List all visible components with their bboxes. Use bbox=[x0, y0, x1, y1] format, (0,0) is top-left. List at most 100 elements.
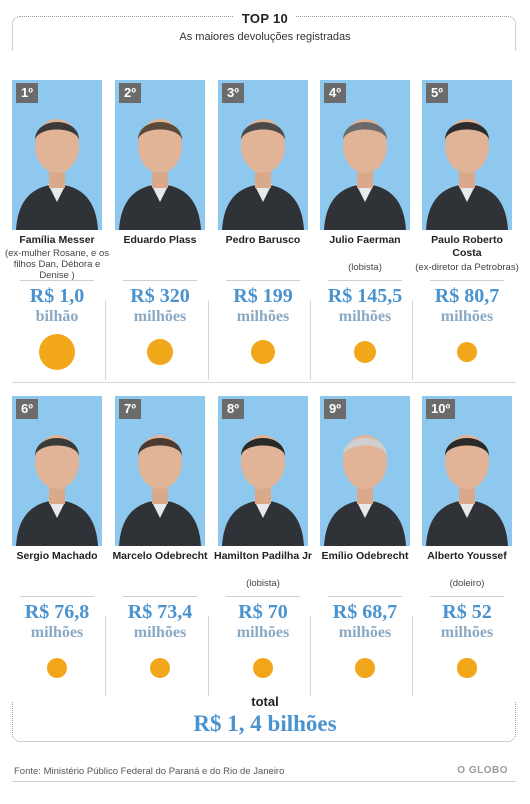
card-divider bbox=[123, 280, 197, 281]
amount-unit: milhões bbox=[236, 624, 290, 641]
rank-badge: 4º bbox=[324, 83, 346, 103]
rank-badge: 6º bbox=[16, 399, 38, 419]
amount-bubble bbox=[251, 340, 275, 364]
person-note: (lobista) bbox=[348, 262, 382, 273]
person-name: Alberto Youssef bbox=[427, 550, 507, 562]
ranking-card: 1º Família Messer (ex-mulher Rosane, e os … bbox=[5, 80, 109, 380]
amount-unit: milhões bbox=[30, 624, 84, 641]
rank-badge: 10º bbox=[426, 399, 456, 419]
amount-bubble bbox=[253, 658, 273, 678]
amount-value: R$ 52 bbox=[442, 601, 492, 623]
person-name: Sergio Machado bbox=[16, 550, 98, 562]
page-title: TOP 10 bbox=[0, 11, 530, 26]
person-name: Julio Faerman bbox=[329, 234, 401, 246]
portrait-photo bbox=[422, 396, 512, 546]
card-divider bbox=[430, 596, 504, 597]
amount-value: R$ 73,4 bbox=[127, 601, 193, 623]
portrait-photo bbox=[218, 396, 308, 546]
total-label: total bbox=[0, 694, 530, 709]
column-divider bbox=[310, 616, 311, 696]
publisher-logo: O GLOBO bbox=[457, 765, 508, 776]
amount-unit: milhões bbox=[440, 624, 494, 641]
amount-unit: milhões bbox=[133, 624, 187, 641]
rank-badge: 7º bbox=[119, 399, 141, 419]
person-name: Família Messer bbox=[19, 234, 95, 246]
footer-divider bbox=[12, 781, 516, 782]
person-name: Pedro Barusco bbox=[225, 234, 301, 246]
rank-badge: 8º bbox=[222, 399, 244, 419]
person-name: Paulo Roberto Costa bbox=[431, 234, 503, 259]
portrait-photo bbox=[218, 80, 308, 230]
column-divider bbox=[310, 300, 311, 380]
total-value: R$ 1, 4 bilhões bbox=[193, 711, 337, 736]
person-note: (doleiro) bbox=[449, 578, 485, 589]
amount-value: R$ 199 bbox=[233, 285, 293, 307]
source-note: Fonte: Ministério Público Federal do Par… bbox=[14, 766, 285, 777]
person-name: Emílio Odebrecht bbox=[321, 550, 409, 562]
card-divider bbox=[328, 280, 402, 281]
card-divider bbox=[20, 280, 94, 281]
amount-value: R$ 320 bbox=[130, 285, 190, 307]
amount-value: R$ 1,0 bbox=[29, 285, 85, 307]
amount-unit: bilhão bbox=[35, 308, 79, 325]
amount-unit: milhões bbox=[236, 308, 290, 325]
ranking-card: 6º Sergio Machado R$ 76,8 milhões bbox=[12, 396, 102, 696]
amount-bubble bbox=[355, 658, 375, 678]
ranking-card: 3º Pedro Barusco R$ 199 milhões bbox=[218, 80, 308, 380]
person-note: (lobista) bbox=[246, 578, 280, 589]
person-note: (ex-diretor da Petrobras) bbox=[415, 262, 519, 273]
amount-unit: milhões bbox=[338, 624, 392, 641]
amount-value: R$ 68,7 bbox=[332, 601, 398, 623]
ranking-card: 4º Julio Faerman (lobista) R$ 145,5 milhões bbox=[320, 80, 410, 380]
portrait-photo bbox=[12, 396, 102, 546]
person-name: Marcelo Odebrecht bbox=[112, 550, 208, 562]
total-frame bbox=[12, 702, 516, 742]
rank-badge: 1º bbox=[16, 83, 38, 103]
amount-bubble bbox=[457, 658, 477, 678]
column-divider bbox=[105, 616, 106, 696]
page-subtitle: As maiores devoluções registradas bbox=[179, 31, 351, 43]
rank-badge: 5º bbox=[426, 83, 448, 103]
amount-bubble bbox=[456, 341, 478, 363]
amount-bubble bbox=[39, 334, 75, 370]
amount-bubble bbox=[150, 658, 170, 678]
person-note: (ex-mulher Rosane, e os filhos Dan, Débo… bbox=[4, 248, 110, 281]
column-divider bbox=[208, 300, 209, 380]
rank-badge: 3º bbox=[222, 83, 244, 103]
amount-value: R$ 145,5 bbox=[327, 285, 403, 307]
amount-unit: milhões bbox=[440, 308, 494, 325]
amount-bubble bbox=[146, 338, 174, 366]
portrait-photo bbox=[115, 80, 205, 230]
row-divider bbox=[12, 382, 516, 383]
amount-bubble bbox=[46, 657, 68, 679]
portrait-photo bbox=[320, 80, 410, 230]
rank-badge: 9º bbox=[324, 399, 346, 419]
card-divider bbox=[226, 596, 300, 597]
ranking-card: 10º Alberto Youssef (doleiro) R$ 52 milhões bbox=[422, 396, 512, 696]
amount-unit: milhões bbox=[133, 308, 187, 325]
column-divider bbox=[105, 300, 106, 380]
portrait-photo bbox=[12, 80, 102, 230]
card-divider bbox=[328, 596, 402, 597]
total-label-text: total bbox=[243, 694, 287, 709]
amount-value: R$ 76,8 bbox=[24, 601, 90, 623]
amount-value: R$ 80,7 bbox=[434, 285, 500, 307]
portrait-photo bbox=[115, 396, 205, 546]
column-divider bbox=[412, 616, 413, 696]
amount-bubble bbox=[353, 340, 377, 364]
amount-value: R$ 70 bbox=[238, 601, 288, 623]
column-divider bbox=[208, 616, 209, 696]
ranking-card: 9º Emílio Odebrecht R$ 68,7 milhões bbox=[320, 396, 410, 696]
card-divider bbox=[123, 596, 197, 597]
rank-badge: 2º bbox=[119, 83, 141, 103]
amount-unit: milhões bbox=[338, 308, 392, 325]
card-divider bbox=[226, 280, 300, 281]
person-name: Eduardo Plass bbox=[123, 234, 197, 246]
card-divider bbox=[430, 280, 504, 281]
portrait-photo bbox=[320, 396, 410, 546]
ranking-card: 7º Marcelo Odebrecht R$ 73,4 milhões bbox=[112, 396, 208, 696]
person-name: Hamilton Padilha Jr bbox=[213, 550, 313, 562]
card-divider bbox=[20, 596, 94, 597]
portrait-photo bbox=[422, 80, 512, 230]
title-text: TOP 10 bbox=[233, 11, 297, 26]
